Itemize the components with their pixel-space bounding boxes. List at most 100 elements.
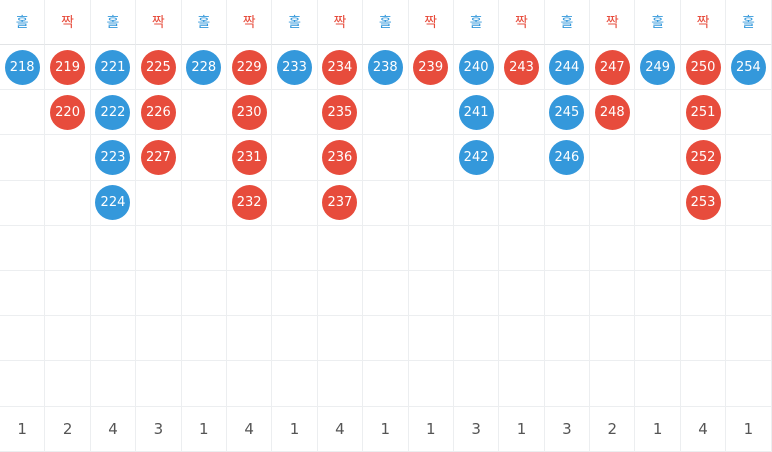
column-header: 홀 xyxy=(453,0,500,45)
grid-cell: 251 xyxy=(680,90,727,136)
grid-cell xyxy=(363,90,409,136)
grid-cell xyxy=(635,135,681,181)
result-ball: 242 xyxy=(458,139,494,175)
result-ball: 251 xyxy=(685,94,721,130)
result-ball: 238 xyxy=(367,49,403,85)
grid-cell xyxy=(45,180,91,226)
column-count-cell: 1 xyxy=(272,406,318,452)
column-count-cell: 1 xyxy=(635,406,681,452)
grid-cell xyxy=(136,180,182,226)
result-ball: 223 xyxy=(95,139,131,175)
column-header: 짝 xyxy=(408,0,454,45)
grid-cell xyxy=(0,180,46,226)
grid-cell: 248 xyxy=(590,90,636,136)
grid-cell xyxy=(408,180,454,226)
result-ball: 249 xyxy=(640,49,676,85)
column-header: 홀 xyxy=(0,0,46,45)
grid-cell xyxy=(408,135,454,181)
column-header: 홀 xyxy=(726,0,772,45)
grid-cell xyxy=(726,90,772,136)
grid-cell xyxy=(0,316,46,362)
grid-cell xyxy=(590,361,636,407)
grid-cell xyxy=(544,361,591,407)
grid-cell xyxy=(453,270,500,317)
column-count: 1 xyxy=(17,419,27,438)
result-ball: 254 xyxy=(730,49,766,85)
grid-cell: 223 xyxy=(90,135,137,181)
result-ball: 231 xyxy=(231,139,267,175)
grid-cell: 245 xyxy=(544,90,591,136)
result-ball: 220 xyxy=(50,94,86,130)
column-count-cell: 4 xyxy=(226,406,273,452)
column-count: 1 xyxy=(652,419,663,438)
result-ball: 221 xyxy=(95,49,131,85)
grid-cell xyxy=(408,225,454,271)
grid-cell xyxy=(726,361,772,407)
grid-cell: 233 xyxy=(272,45,318,91)
column-count-cell: 1 xyxy=(363,406,409,452)
column-count-cell: 1 xyxy=(726,406,772,452)
grid-cell xyxy=(453,180,500,226)
grid-cell xyxy=(635,316,681,362)
column-count: 1 xyxy=(516,419,527,438)
grid-cell: 218 xyxy=(0,45,46,91)
grid-cell xyxy=(453,316,500,362)
grid-cell xyxy=(90,270,137,317)
grid-cell xyxy=(226,270,273,317)
column-count: 4 xyxy=(335,419,345,438)
grid-cell xyxy=(544,270,591,317)
result-ball: 229 xyxy=(231,49,267,85)
result-ball: 232 xyxy=(231,185,267,221)
grid-cell: 227 xyxy=(136,135,182,181)
grid-cell xyxy=(590,225,636,271)
column-count: 4 xyxy=(244,419,254,438)
grid-cell: 246 xyxy=(544,135,591,181)
grid-cell: 228 xyxy=(181,45,227,91)
grid-cell xyxy=(453,225,500,271)
result-ball: 230 xyxy=(231,94,267,130)
grid-cell xyxy=(317,361,364,407)
grid-cell xyxy=(726,316,772,362)
result-ball: 244 xyxy=(549,49,585,85)
column-header: 홀 xyxy=(544,0,591,45)
grid-cell xyxy=(680,361,727,407)
column-count: 1 xyxy=(198,419,209,438)
grid-cell xyxy=(0,90,46,136)
result-ball: 224 xyxy=(95,185,131,221)
grid-cell xyxy=(45,316,91,362)
grid-cell xyxy=(726,180,772,226)
column-header: 홀 xyxy=(90,0,137,45)
grid-cell xyxy=(499,316,545,362)
result-ball: 218 xyxy=(4,49,40,85)
column-count: 4 xyxy=(108,419,118,438)
grid-cell xyxy=(363,135,409,181)
column-header: 짝 xyxy=(499,0,545,45)
grid-cell xyxy=(726,135,772,181)
grid-cell: 219 xyxy=(45,45,91,91)
column-count: 4 xyxy=(698,419,708,438)
grid-cell xyxy=(181,135,227,181)
grid-cell xyxy=(136,316,182,362)
grid-cell xyxy=(0,135,46,181)
column-header-label: 홀 xyxy=(106,15,120,31)
grid-cell xyxy=(499,270,545,317)
column-header-label: 홀 xyxy=(378,15,392,31)
grid-cell xyxy=(499,361,545,407)
column-header-label: 짝 xyxy=(605,15,619,31)
column-header-label: 홀 xyxy=(197,15,211,31)
result-ball: 247 xyxy=(594,49,630,85)
column-header-label: 짝 xyxy=(424,15,438,31)
grid-cell xyxy=(181,316,227,362)
column-header-label: 홀 xyxy=(288,15,301,31)
result-ball: 241 xyxy=(458,94,494,130)
column-count-cell: 2 xyxy=(590,406,636,452)
grid-cell xyxy=(363,225,409,271)
result-ball: 227 xyxy=(140,139,176,175)
grid-cell xyxy=(499,225,545,271)
column-header-label: 짝 xyxy=(515,15,528,31)
result-ball: 222 xyxy=(95,94,131,130)
grid-cell xyxy=(181,90,227,136)
column-header-label: 짝 xyxy=(696,15,710,31)
column-header: 짝 xyxy=(680,0,727,45)
result-ball: 248 xyxy=(594,94,630,130)
